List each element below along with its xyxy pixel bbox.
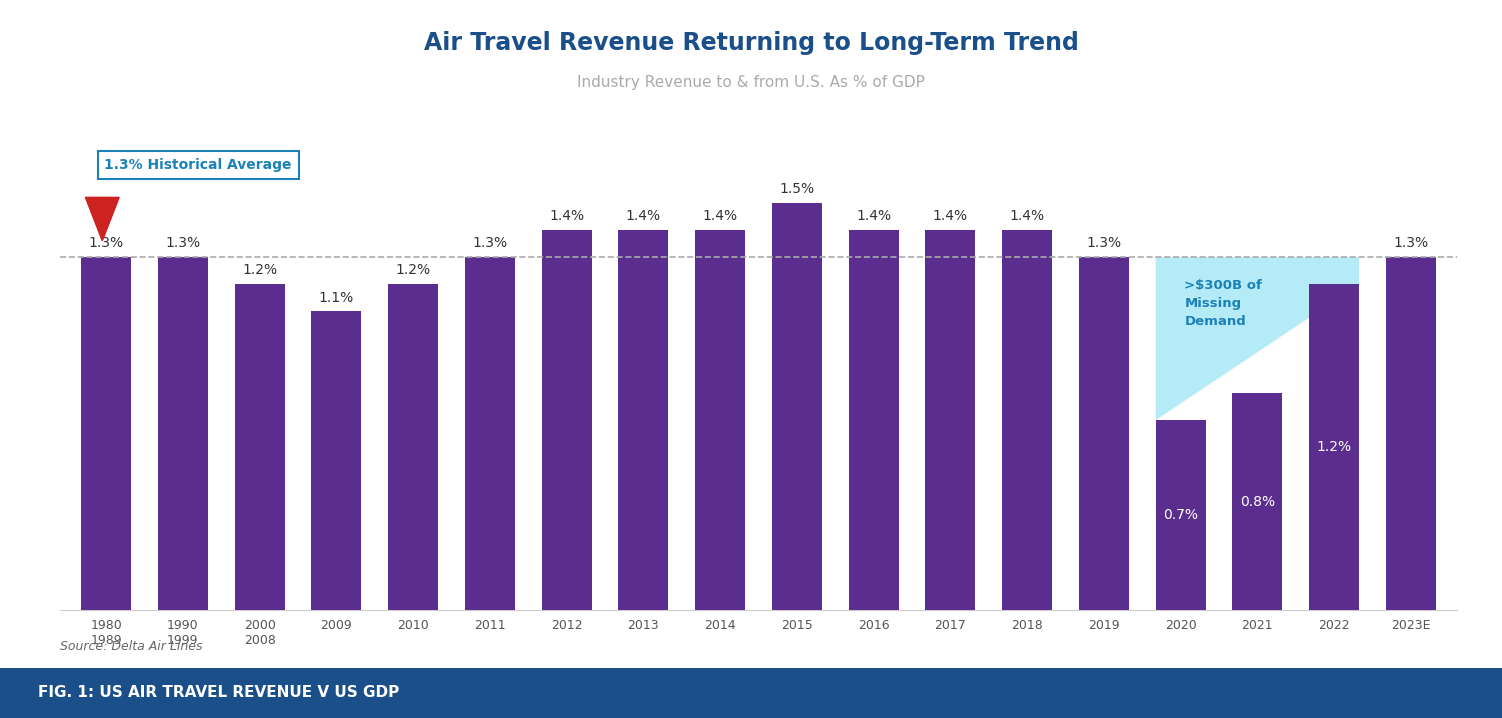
Bar [1155, 420, 1206, 610]
Bar [695, 230, 745, 610]
Text: 0.8%: 0.8% [1239, 495, 1275, 508]
Text: 1.3%: 1.3% [472, 236, 508, 251]
Bar [1233, 393, 1283, 610]
Text: 1.4%: 1.4% [626, 209, 661, 223]
Text: FIG. 1: US AIR TRAVEL REVENUE V US GDP: FIG. 1: US AIR TRAVEL REVENUE V US GDP [38, 686, 400, 700]
Text: Industry Revenue to & from U.S. As % of GDP: Industry Revenue to & from U.S. As % of … [577, 75, 925, 90]
Bar [1310, 284, 1359, 610]
Text: 1.4%: 1.4% [550, 209, 584, 223]
Text: 1.3%: 1.3% [89, 236, 123, 251]
Text: 1.4%: 1.4% [1009, 209, 1045, 223]
Bar [849, 230, 898, 610]
Text: 1.3%: 1.3% [1086, 236, 1122, 251]
Polygon shape [1155, 257, 1359, 420]
Text: 1.2%: 1.2% [395, 264, 431, 277]
Bar [466, 257, 515, 610]
Bar [234, 284, 284, 610]
Text: 1.1%: 1.1% [318, 291, 354, 304]
Text: 1.3% Historical Average: 1.3% Historical Average [105, 158, 291, 172]
Text: 1.2%: 1.2% [1317, 440, 1352, 454]
Text: 1.5%: 1.5% [780, 182, 814, 196]
Polygon shape [86, 197, 119, 241]
Text: 1.3%: 1.3% [165, 236, 200, 251]
Text: >$300B of
Missing
Demand: >$300B of Missing Demand [1185, 279, 1262, 328]
Text: Source: Delta Air Lines: Source: Delta Air Lines [60, 640, 203, 653]
Text: 1.4%: 1.4% [856, 209, 891, 223]
Text: 1.4%: 1.4% [933, 209, 967, 223]
Text: Air Travel Revenue Returning to Long-Term Trend: Air Travel Revenue Returning to Long-Ter… [424, 31, 1078, 55]
Text: 1.4%: 1.4% [703, 209, 737, 223]
Bar [925, 230, 975, 610]
Bar [1078, 257, 1130, 610]
Bar [388, 284, 439, 610]
Text: 1.3%: 1.3% [1394, 236, 1428, 251]
Bar [81, 257, 131, 610]
Text: 0.7%: 0.7% [1163, 508, 1199, 522]
Bar [1386, 257, 1436, 610]
Bar [619, 230, 668, 610]
Bar [1002, 230, 1051, 610]
Bar [311, 312, 362, 610]
Bar [772, 202, 822, 610]
Text: 1.2%: 1.2% [242, 264, 278, 277]
Bar [158, 257, 207, 610]
Bar [542, 230, 592, 610]
